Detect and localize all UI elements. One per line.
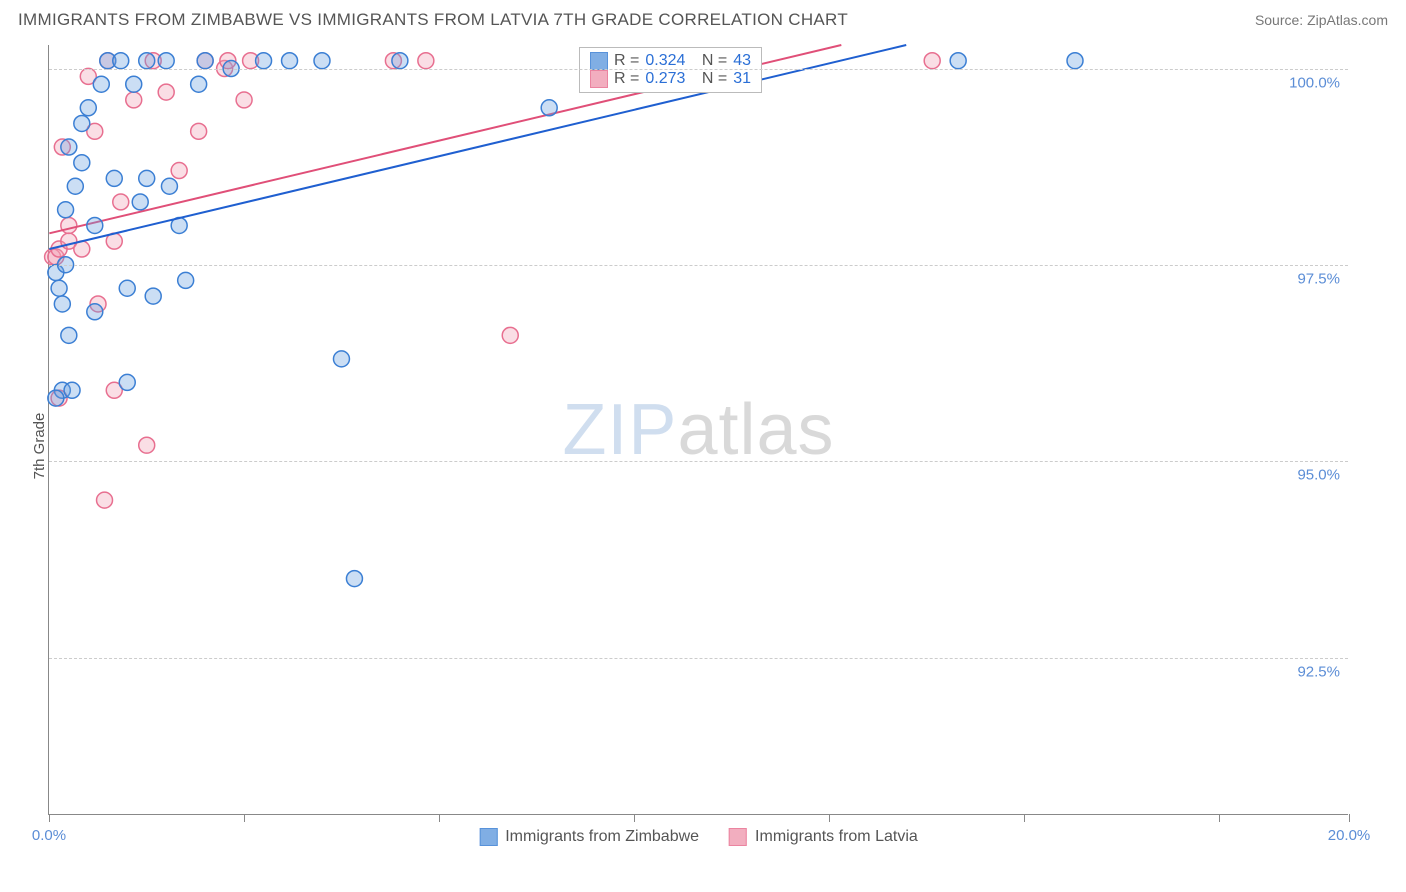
legend-row-latvia: R = 0.273 N = 31 [590,70,751,88]
scatter-point-latvia [191,123,207,139]
legend-label-latvia: Immigrants from Latvia [755,828,918,846]
scatter-point-latvia [113,194,129,210]
scatter-point-latvia [924,53,940,69]
scatter-point-zimbabwe [61,327,77,343]
scatter-point-zimbabwe [126,76,142,92]
chart-title: IMMIGRANTS FROM ZIMBABWE VS IMMIGRANTS F… [18,10,848,30]
scatter-point-zimbabwe [132,194,148,210]
scatter-point-latvia [158,84,174,100]
scatter-point-zimbabwe [87,217,103,233]
scatter-point-latvia [171,163,187,179]
swatch-zimbabwe [590,52,608,70]
x-tick [244,814,245,822]
scatter-point-zimbabwe [139,53,155,69]
scatter-point-zimbabwe [48,390,64,406]
scatter-point-zimbabwe [282,53,298,69]
x-tick [1219,814,1220,822]
y-tick-label: 97.5% [1297,271,1340,288]
scatter-point-latvia [97,492,113,508]
scatter-point-zimbabwe [74,155,90,171]
gridline [49,461,1348,462]
gridline [49,658,1348,659]
y-tick-label: 100.0% [1289,74,1340,91]
scatter-point-zimbabwe [74,115,90,131]
y-tick-label: 92.5% [1297,663,1340,680]
scatter-point-zimbabwe [158,53,174,69]
scatter-point-zimbabwe [197,53,213,69]
x-tick-label: 0.0% [32,827,66,844]
r-value-latvia: 0.273 [645,70,685,88]
source-attribution: Source: ZipAtlas.com [1255,12,1388,28]
scatter-point-zimbabwe [161,178,177,194]
x-tick [829,814,830,822]
scatter-point-zimbabwe [178,272,194,288]
series-legend: Immigrants from Zimbabwe Immigrants from… [479,828,918,846]
x-tick [439,814,440,822]
scatter-point-latvia [502,327,518,343]
scatter-point-zimbabwe [87,304,103,320]
scatter-point-zimbabwe [119,374,135,390]
scatter-svg [49,45,1348,814]
r-label: R = [614,70,639,88]
scatter-point-zimbabwe [119,280,135,296]
x-tick-label: 20.0% [1328,827,1371,844]
r-value-zimbabwe: 0.324 [645,52,685,70]
legend-item-zimbabwe: Immigrants from Zimbabwe [479,828,699,846]
scatter-point-latvia [61,217,77,233]
x-tick [1024,814,1025,822]
scatter-point-zimbabwe [314,53,330,69]
scatter-point-zimbabwe [1067,53,1083,69]
swatch-latvia [590,70,608,88]
scatter-point-zimbabwe [950,53,966,69]
y-axis-label: 7th Grade [31,413,48,480]
swatch-zimbabwe-bottom [479,828,497,846]
scatter-point-zimbabwe [113,53,129,69]
x-tick [634,814,635,822]
scatter-point-zimbabwe [67,178,83,194]
scatter-point-zimbabwe [58,202,74,218]
gridline [49,69,1348,70]
scatter-point-latvia [139,437,155,453]
correlation-legend: R = 0.324 N = 43 R = 0.273 N = 31 [579,47,762,93]
n-value-latvia: 31 [733,70,751,88]
scatter-point-zimbabwe [333,351,349,367]
scatter-point-zimbabwe [54,296,70,312]
plot-area: ZIPatlas R = 0.324 N = 43 R = 0.273 N = … [48,45,1348,815]
scatter-point-zimbabwe [51,280,67,296]
scatter-point-zimbabwe [256,53,272,69]
y-tick-label: 95.0% [1297,467,1340,484]
scatter-point-zimbabwe [64,382,80,398]
trendline-zimbabwe [49,45,906,249]
r-label: R = [614,52,639,70]
scatter-point-zimbabwe [80,100,96,116]
scatter-point-zimbabwe [346,571,362,587]
n-label: N = [702,70,727,88]
legend-row-zimbabwe: R = 0.324 N = 43 [590,52,751,70]
scatter-point-zimbabwe [93,76,109,92]
gridline [49,265,1348,266]
x-tick [49,814,50,822]
x-tick [1349,814,1350,822]
n-value-zimbabwe: 43 [733,52,751,70]
scatter-point-zimbabwe [145,288,161,304]
swatch-latvia-bottom [729,828,747,846]
scatter-point-zimbabwe [541,100,557,116]
scatter-point-zimbabwe [61,139,77,155]
scatter-point-latvia [236,92,252,108]
scatter-point-latvia [126,92,142,108]
scatter-point-zimbabwe [139,170,155,186]
legend-item-latvia: Immigrants from Latvia [729,828,918,846]
scatter-point-zimbabwe [191,76,207,92]
scatter-point-latvia [418,53,434,69]
legend-label-zimbabwe: Immigrants from Zimbabwe [505,828,699,846]
scatter-point-zimbabwe [106,170,122,186]
n-label: N = [702,52,727,70]
scatter-point-zimbabwe [392,53,408,69]
